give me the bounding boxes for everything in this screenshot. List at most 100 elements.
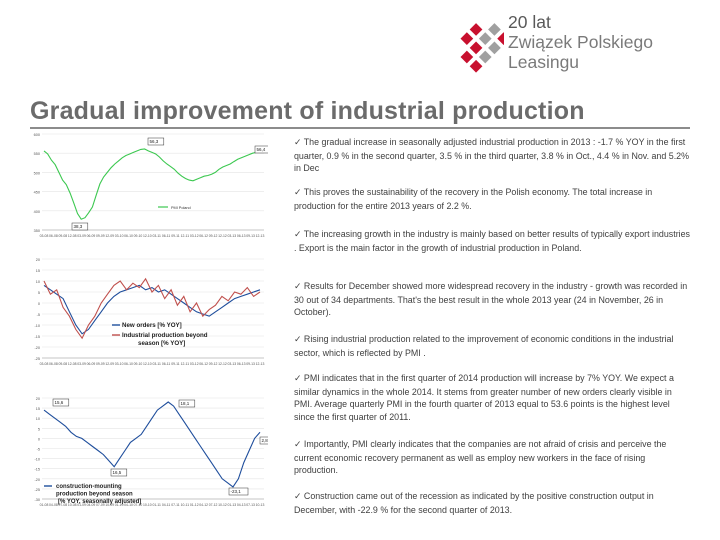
data-label: 16,5 [113,470,122,475]
x-tick-label: 06-10 [124,362,133,366]
x-tick-label: 10-09 [105,503,114,507]
data-label-box [147,137,165,146]
legend-label-line: production beyond season [56,492,133,498]
data-label: 2,8 [262,438,269,443]
x-tick-label: 03-09 [77,362,86,366]
x-tick-label: 09-12 [209,362,218,366]
y-tick-label: 10 [36,417,40,421]
logo-line-3: Leasingu [508,52,580,72]
x-tick-label: 06-08 [49,362,58,366]
x-tick-label: 09-13 [246,234,255,238]
bullet-item: ✓ This proves the sustainability of the … [294,187,653,211]
x-tick-label: 01-12 [190,503,199,507]
x-tick-label: 07-08 [58,503,67,507]
logo-square [488,23,501,36]
logo-square [478,32,492,46]
x-tick-label: 04-09 [87,503,96,507]
data-label: 15,6 [55,400,64,405]
pmi-chart: 600 550 500 450 400 350 03-08 06-08 09-08 12-08 03… [30,130,268,242]
y-tick-label: -15 [35,468,41,472]
data-label-box [178,399,196,408]
chart-background [30,255,268,370]
y-tick-label: 20 [36,258,40,262]
x-tick-label: 09-11 [171,234,180,238]
x-tick-label: 06-08 [49,234,58,238]
logo-square [469,41,483,55]
y-tick-label: 400 [34,210,40,214]
legend-label-line: Industrial production beyond [122,332,208,339]
legend-label: Industrial production beyond season [% YO… [122,332,208,347]
y-tick-label: -20 [35,478,41,482]
logo-square [460,32,474,46]
x-tick-label: 03-08 [40,362,49,366]
legend-label-line: season [% YOY] [138,340,185,347]
title-divider [30,127,690,129]
x-tick-label: 03-09 [77,234,86,238]
x-tick-label: 09-10 [134,234,143,238]
logo-line-1: 20 lat [508,12,551,32]
y-tick-label: -10 [35,458,41,462]
x-tick-label: 06-12 [199,362,208,366]
x-tick-label: 06-09 [87,234,96,238]
data-label: 56,4 [257,147,266,152]
data-label-box [71,222,89,231]
data-label: 18,1 [181,401,190,406]
x-tick-label: 03-11 [152,362,161,366]
x-tick-label: 12-13 [256,362,265,366]
bullet-item: ✓ Importantly, PMI clearly indicates tha… [294,439,667,475]
x-tick-label: 09-10 [134,362,143,366]
x-tick-label: 09-11 [171,362,180,366]
new-orders-chart: 20 15 10 5 0 -5 -10 -15 -20 -25 03-08 06-08 09-08 12-… [30,255,268,370]
x-tick-label: 07-11 [171,503,180,507]
bullet-item: ✓ PMI indicates that in the first quarte… [294,373,674,422]
slide-title: Gradual improvement of industrial produc… [30,97,585,125]
data-label: -23,1 [231,489,242,494]
construction-chart: 20 15 10 5 0 -5 -10 -15 -20 -25 -30 01-08 04-08 07-08… [30,394,268,511]
x-tick-label: 10-12 [218,503,227,507]
data-label-box [254,145,268,154]
x-tick-label: 03-12 [190,234,199,238]
y-tick-label: 20 [36,397,40,401]
x-tick-label: 12-11 [181,234,190,238]
x-tick-label: 03-11 [152,234,161,238]
y-tick-label: 5 [38,291,40,295]
logo: 20 lat Związek Polskiego Leasingu [458,10,718,90]
logo-square [478,50,492,64]
x-tick-label: 04-13 [237,503,246,507]
x-tick-label: 12-08 [68,362,77,366]
x-tick-label: 06-11 [162,362,171,366]
bullet-item: ✓ Rising industrial production related t… [294,334,674,358]
series-line [43,401,261,488]
y-tick-label: -30 [35,498,41,502]
x-tick-label: 12-12 [218,362,227,366]
x-tick-label: 06-13 [237,234,246,238]
x-tick-label: 03-12 [190,362,199,366]
chart-background [30,130,268,242]
x-tick-label: 06-11 [162,234,171,238]
x-tick-label: 09-08 [58,362,67,366]
series-line [43,277,261,340]
x-tick-label: 01-11 [152,503,161,507]
y-tick-label: 5 [38,427,40,431]
x-tick-label: 12-11 [181,362,190,366]
y-tick-label: 550 [34,152,40,156]
x-tick-label: 01-08 [40,503,49,507]
logo-square [488,41,501,55]
logo-square [497,32,504,46]
logo-mark-icon [460,23,504,73]
x-tick-label: 12-10 [143,362,152,366]
data-label-box [52,398,70,407]
data-label: 38,3 [74,224,83,229]
x-tick-label: 07-12 [209,503,218,507]
y-tick-label: 350 [34,229,40,233]
x-tick-label: 09-13 [246,362,255,366]
y-tick-label: -5 [37,448,40,452]
data-label: 56,3 [150,139,159,144]
bullet-item: ✓ Results for December showed more wides… [294,281,688,317]
x-tick-label: 12-09 [105,362,114,366]
y-tick-label: 0 [38,302,40,306]
legend-label: PMI Poland [171,206,191,210]
x-tick-label: 09-12 [209,234,218,238]
